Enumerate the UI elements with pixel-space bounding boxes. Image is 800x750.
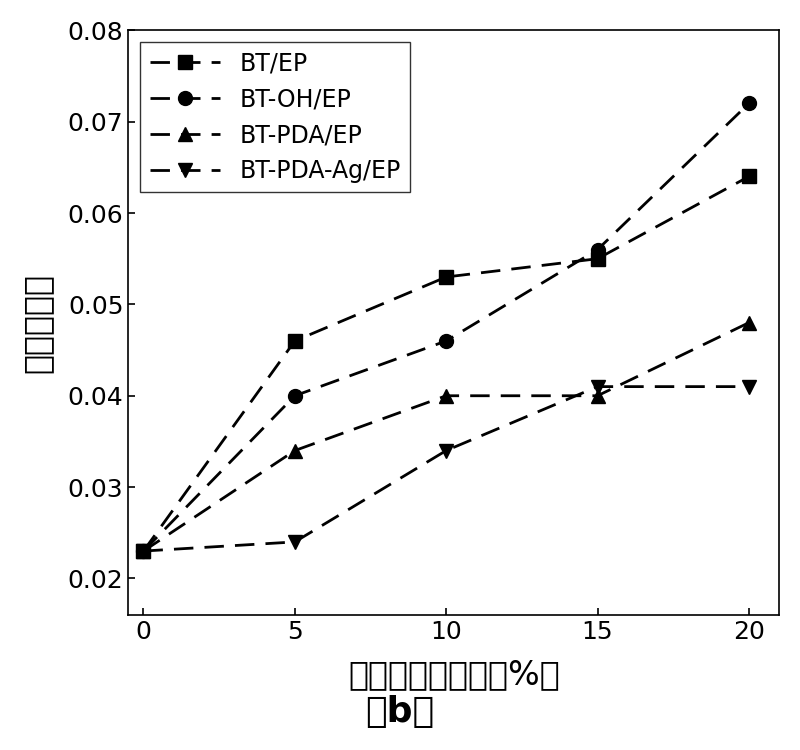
BT-PDA-Ag/EP: [744, 382, 754, 391]
BT/EP: [744, 172, 754, 181]
Text: （b）: （b）: [366, 695, 434, 730]
X-axis label: 添加相体积分数（%）: 添加相体积分数（%）: [348, 658, 560, 691]
BT-PDA/EP: [593, 392, 602, 400]
BT/EP: [290, 337, 300, 346]
Line: BT-PDA/EP: BT-PDA/EP: [137, 316, 756, 558]
BT-OH/EP: [138, 547, 148, 556]
BT-PDA/EP: [290, 446, 300, 455]
BT-PDA/EP: [138, 547, 148, 556]
Y-axis label: 捯耗角正切: 捯耗角正切: [21, 273, 54, 373]
BT-PDA-Ag/EP: [593, 382, 602, 391]
BT-PDA-Ag/EP: [290, 538, 300, 547]
BT-PDA/EP: [744, 318, 754, 327]
Line: BT-PDA-Ag/EP: BT-PDA-Ag/EP: [137, 380, 756, 558]
Line: BT-OH/EP: BT-OH/EP: [137, 97, 756, 558]
BT-OH/EP: [593, 245, 602, 254]
BT-PDA-Ag/EP: [442, 446, 451, 455]
BT-OH/EP: [744, 99, 754, 108]
BT/EP: [593, 254, 602, 263]
BT-OH/EP: [290, 392, 300, 400]
BT/EP: [442, 272, 451, 281]
BT-OH/EP: [442, 337, 451, 346]
BT/EP: [138, 547, 148, 556]
BT-PDA-Ag/EP: [138, 547, 148, 556]
BT-PDA/EP: [442, 392, 451, 400]
Legend: BT/EP, BT-OH/EP, BT-PDA/EP, BT-PDA-Ag/EP: BT/EP, BT-OH/EP, BT-PDA/EP, BT-PDA-Ag/EP: [140, 42, 410, 193]
Line: BT/EP: BT/EP: [137, 170, 756, 558]
